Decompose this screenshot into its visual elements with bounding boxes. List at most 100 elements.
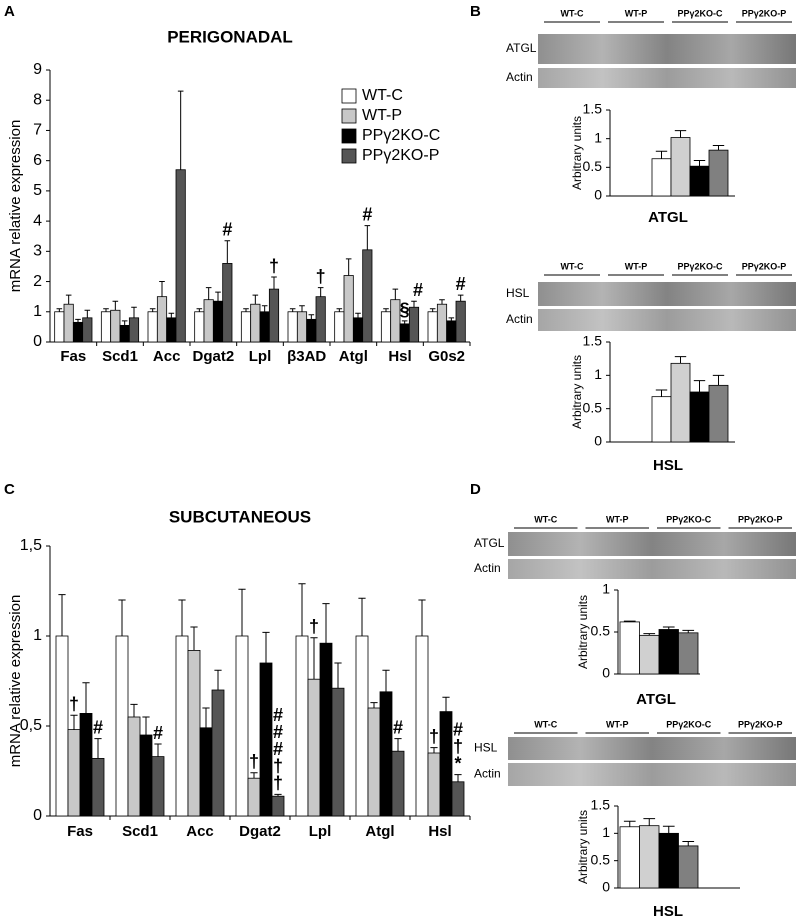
- blot-row-label: Actin: [474, 561, 501, 575]
- bar: [658, 832, 679, 889]
- bar: [619, 621, 640, 675]
- bar: [639, 634, 660, 675]
- error-bar: [142, 716, 150, 735]
- y-tick-label: 3: [33, 243, 42, 260]
- bar: [250, 303, 261, 343]
- error-bar: [261, 305, 268, 312]
- bar: [658, 629, 679, 675]
- y-tick-label: 1: [602, 581, 610, 597]
- error-bar: [149, 308, 156, 312]
- error-bar: [103, 308, 109, 312]
- blot-row-label: Actin: [474, 767, 501, 781]
- annotation: #: [393, 717, 403, 737]
- blot-row-label: ATGL: [474, 536, 505, 550]
- blot-band: [538, 34, 796, 64]
- error-bar: [252, 294, 259, 305]
- bar: [91, 758, 105, 817]
- y-tick-label: 0: [33, 333, 42, 350]
- error-bar: [243, 308, 249, 312]
- annotation: †: [316, 266, 326, 286]
- error-bar: [299, 305, 305, 312]
- lane-label: PPγ2KO-P: [742, 261, 787, 271]
- bar: [307, 678, 321, 817]
- y-tick-label: 1,5: [20, 537, 42, 554]
- bar: [259, 311, 270, 343]
- bar: [175, 635, 189, 817]
- error-bar: [674, 356, 687, 364]
- bar: [63, 303, 74, 343]
- error-bar: [94, 738, 102, 759]
- bar: [211, 689, 225, 817]
- bar: [415, 635, 429, 817]
- panel-label: D: [470, 481, 481, 498]
- x-tick-label: Lpl: [309, 823, 332, 840]
- bar: [240, 311, 252, 343]
- error-bar: [196, 308, 203, 312]
- bar: [427, 311, 438, 343]
- blot-band: [508, 737, 796, 760]
- x-tick-label: Fas: [60, 348, 86, 365]
- bar: [55, 635, 69, 817]
- y-tick-label: 5: [33, 182, 42, 199]
- chart-title: HSL: [653, 457, 683, 474]
- error-bar: [418, 599, 426, 636]
- blot-band: [508, 763, 796, 786]
- legend-swatch: [341, 88, 357, 104]
- legend-label: WT-P: [362, 107, 402, 124]
- error-bar: [394, 738, 402, 752]
- lane-label: WT-P: [606, 719, 629, 729]
- error-bar: [364, 225, 371, 250]
- x-tick-label: Lpl: [249, 348, 272, 365]
- error-bar: [411, 300, 417, 308]
- y-tick-label: 1: [594, 366, 602, 382]
- bar: [296, 311, 308, 343]
- bar: [619, 826, 640, 889]
- error-bar: [382, 669, 390, 692]
- error-bar: [154, 743, 162, 757]
- lane-label: WT-P: [606, 514, 629, 524]
- x-tick-label: Hsl: [388, 348, 411, 365]
- bar: [331, 687, 345, 817]
- bar: [689, 165, 710, 197]
- error-bar: [178, 599, 186, 636]
- y-tick-label: 8: [33, 91, 42, 108]
- x-tick-label: Dgat2: [192, 348, 234, 365]
- error-bar: [623, 820, 636, 827]
- lane-label: WT-P: [625, 8, 648, 18]
- error-bar: [355, 312, 361, 318]
- blot-row-label: HSL: [506, 286, 530, 300]
- y-axis-label: Arbitrary units: [570, 355, 584, 429]
- blot-row-label: ATGL: [506, 41, 537, 55]
- y-axis-label: Arbitrary units: [570, 116, 584, 190]
- error-bar: [643, 818, 656, 826]
- bar: [319, 642, 333, 817]
- error-bar: [623, 620, 636, 622]
- error-bar: [674, 130, 687, 138]
- y-tick-label: 0,5: [20, 717, 42, 734]
- error-bar: [112, 300, 119, 311]
- annotation: #: [153, 723, 163, 743]
- error-bar: [442, 696, 450, 712]
- error-bar: [655, 389, 668, 397]
- bar: [399, 323, 410, 343]
- lane-label: WT-C: [534, 514, 557, 524]
- y-tick-label: 1.5: [591, 797, 611, 813]
- bar: [343, 275, 354, 343]
- blot-row-label: HSL: [474, 741, 498, 755]
- y-tick-label: 7: [33, 122, 42, 139]
- bar: [187, 650, 201, 817]
- bar: [139, 734, 153, 817]
- y-tick-label: 0: [602, 879, 610, 895]
- annotation: ###††: [268, 705, 288, 791]
- error-bar: [298, 583, 306, 636]
- legend-label: PPγ2KO-P: [362, 147, 439, 164]
- x-tick-label: Atgl: [339, 348, 368, 365]
- error-bar: [712, 145, 725, 151]
- bar: [128, 317, 140, 343]
- error-bar: [205, 287, 212, 300]
- bar: [451, 781, 465, 817]
- bar: [212, 300, 224, 343]
- error-bar: [130, 703, 138, 717]
- error-bar: [682, 841, 695, 846]
- bar: [147, 311, 158, 343]
